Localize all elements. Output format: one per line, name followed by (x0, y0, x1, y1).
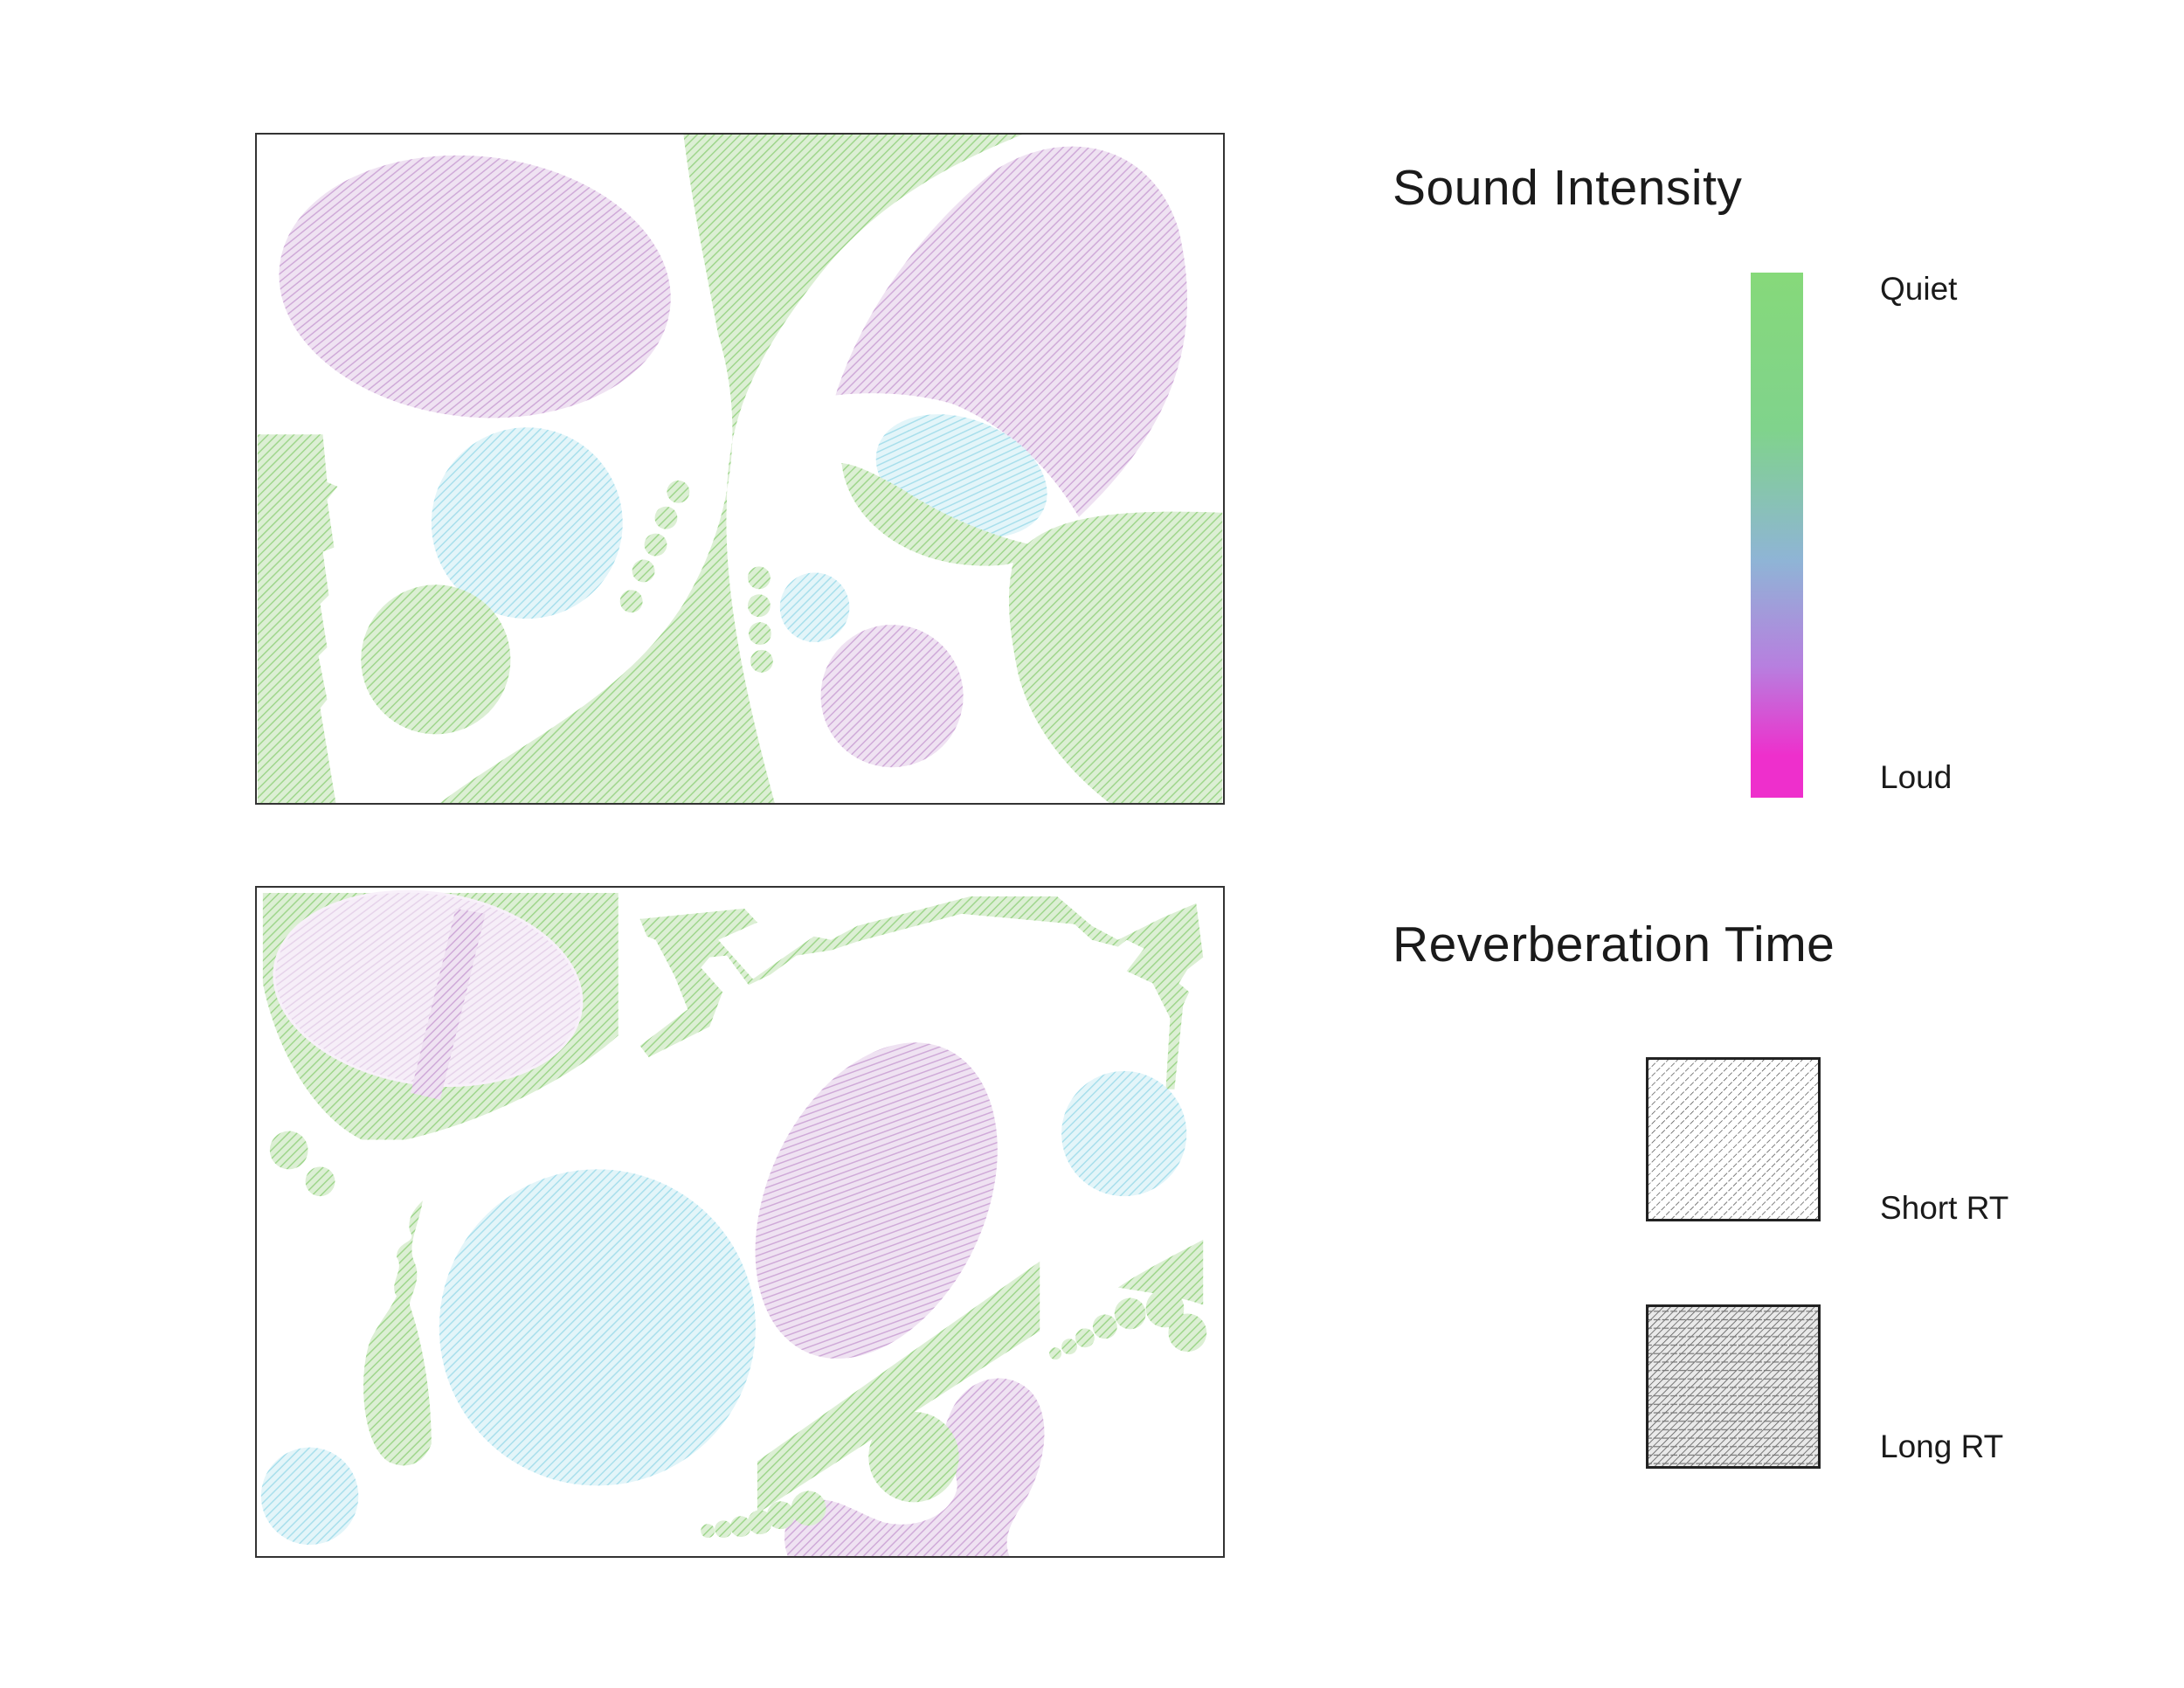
loud-zone-ellipse (755, 1042, 998, 1359)
quiet-dot (269, 1131, 308, 1170)
quiet-dot (715, 1520, 733, 1539)
quiet-dot (619, 590, 643, 613)
zone-loud-wedge (835, 146, 1188, 517)
quiet-dot (766, 1501, 795, 1530)
quiet-dot (747, 566, 771, 590)
quiet-dot (644, 533, 667, 557)
quiet-dot (654, 506, 678, 529)
quiet-zone-circle (868, 1411, 959, 1503)
long-rt-swatch (1646, 1304, 1821, 1469)
zone-quiet-band (439, 135, 1023, 803)
quiet-dot (1075, 1328, 1095, 1348)
quiet-dot (701, 1524, 715, 1539)
reverberation-time-map-graphic (260, 889, 1207, 1556)
reverberation-time-title: Reverberation Time (1393, 917, 1835, 972)
mid-zone-circle-small (260, 1447, 359, 1546)
quiet-zone-diagonal (757, 1261, 1040, 1514)
quiet-dot (747, 594, 771, 618)
quiet-dot (1049, 1347, 1062, 1360)
loud-zone-stripe (410, 908, 486, 1100)
zone-mid-circle-2 (779, 572, 850, 642)
sound-intensity-map-graphic (257, 135, 1223, 803)
zone-mid-circle-1 (431, 427, 623, 619)
quiet-dot (1114, 1297, 1146, 1330)
zone-quiet-circle-1 (361, 585, 511, 735)
zone-quiet-block (1008, 511, 1223, 803)
quiet-dot (748, 622, 771, 645)
quiet-dot (1145, 1289, 1185, 1328)
sound-intensity-map (255, 133, 1225, 805)
loud-label: Loud (1880, 759, 1952, 795)
zone-quiet-comb (257, 434, 338, 803)
long-rt-label: Long RT (1880, 1429, 2004, 1464)
quiet-dot (750, 649, 773, 673)
zone-loud-ellipse-1 (279, 155, 671, 419)
mid-zone-circle-large (439, 1169, 756, 1486)
mid-zone-circle-right (1061, 1070, 1187, 1197)
quiet-dot (632, 559, 655, 583)
quiet-zone-teardrop (363, 1200, 432, 1466)
zone-loud-circle (820, 625, 964, 768)
short-rt-label: Short RT (1880, 1190, 2009, 1226)
quiet-dot (730, 1516, 751, 1538)
loud-zone-blob (784, 1378, 1045, 1556)
short-rt-swatch (1646, 1057, 1821, 1221)
quiet-dot (667, 480, 690, 503)
quiet-dot (1061, 1339, 1077, 1355)
sound-intensity-title: Sound Intensity (1393, 160, 1743, 216)
quiet-dot (791, 1491, 826, 1526)
quiet-zone-zigzag (639, 896, 1204, 1090)
quiet-dot (1092, 1314, 1117, 1339)
quiet-dot (1168, 1313, 1207, 1352)
intensity-gradient-bar (1751, 273, 1803, 798)
reverberation-time-map (255, 886, 1225, 1558)
quiet-dot (305, 1166, 335, 1197)
quiet-zone-wedge (1117, 1239, 1204, 1305)
quiet-dot (747, 1510, 772, 1535)
zone-quiet-crescent (841, 463, 1058, 566)
quiet-label: Quiet (1880, 271, 1958, 307)
